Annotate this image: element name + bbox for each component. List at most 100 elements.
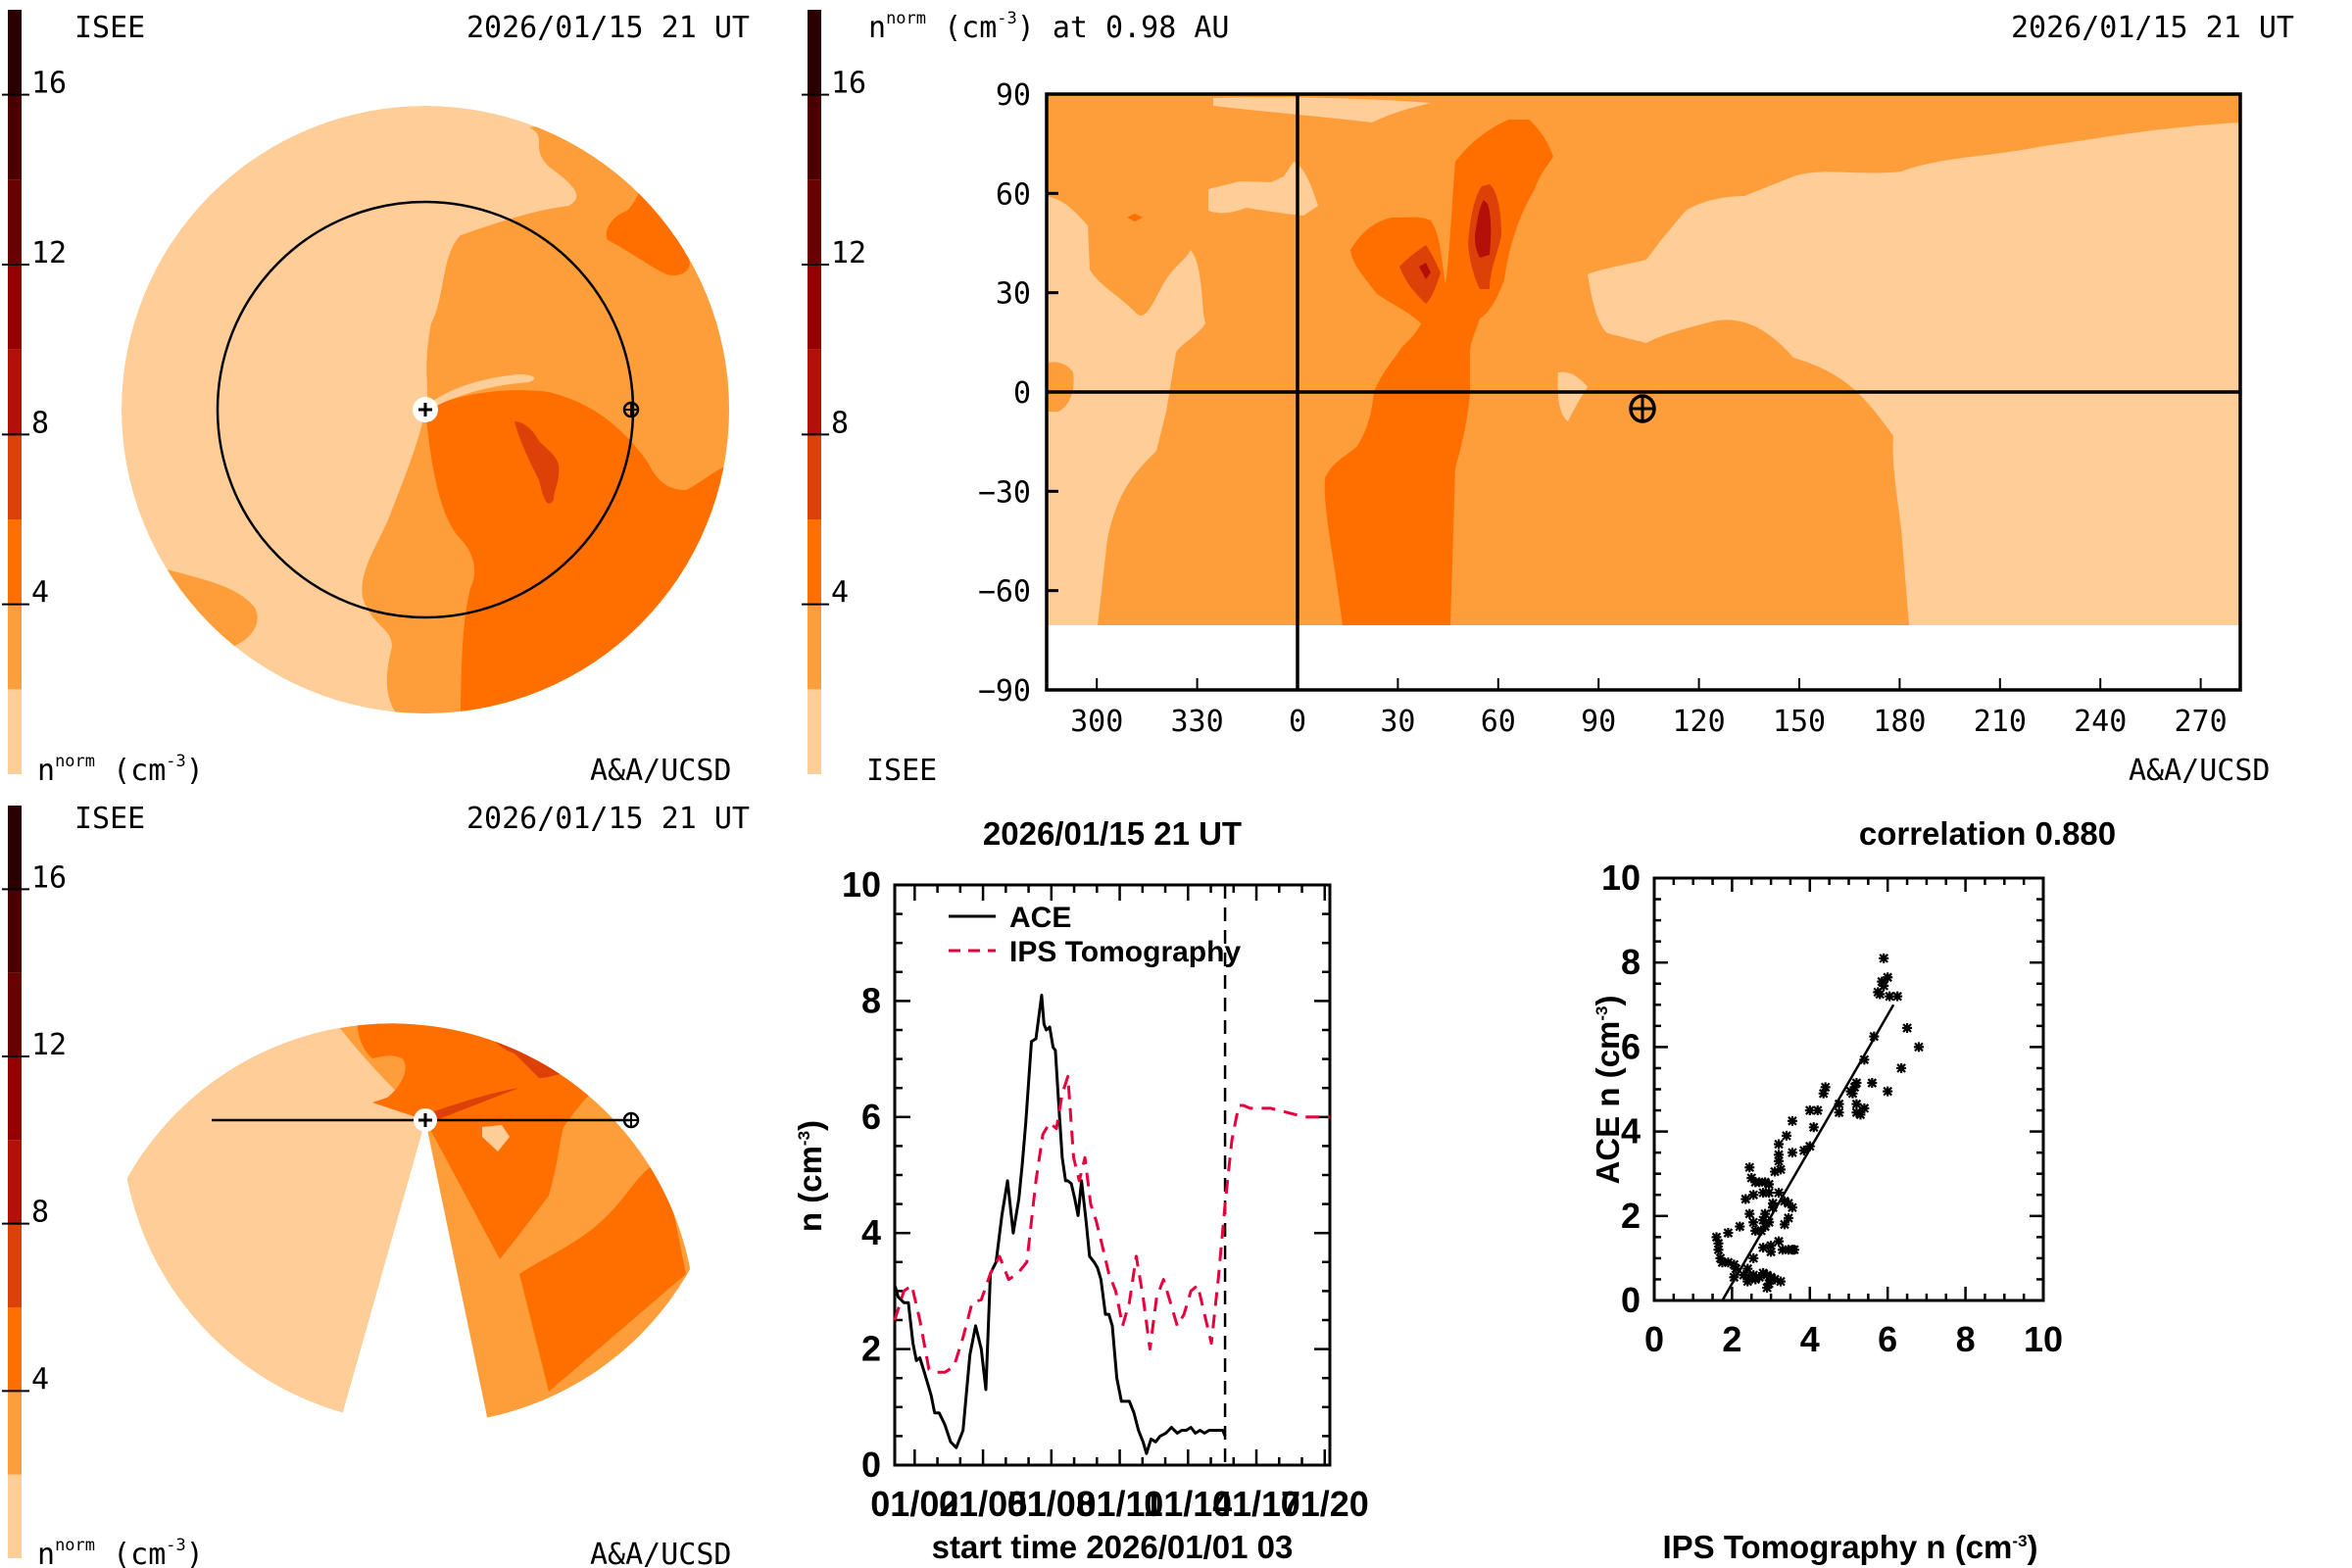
map-y-tick-label: −30: [978, 475, 1031, 510]
scatter-point: [1717, 1257, 1728, 1268]
colorbar-tick-label: 12: [831, 236, 866, 270]
contour-level-1d: [1049, 362, 1074, 412]
scatter-point: [1744, 1162, 1755, 1173]
scatter-point: [1731, 1263, 1741, 1274]
colorbar-tick-label: 12: [31, 1028, 67, 1062]
map-x-tick-label: 210: [1974, 705, 2027, 739]
map-x-tick-label: 90: [1581, 705, 1616, 739]
scatter-point: [1851, 1107, 1862, 1118]
scatter-point: [1766, 1247, 1777, 1257]
colorbar-band: [8, 604, 22, 690]
timeseries-x-tick-label: 01/20: [1281, 1484, 1369, 1524]
scatter-y-tick-label: 8: [1621, 942, 1641, 982]
scatter-point: [1770, 1274, 1781, 1285]
scatter-x-tick-label: 0: [1644, 1319, 1664, 1359]
scatter-point: [1875, 989, 1886, 1000]
timeseries-y-tick-label: 2: [861, 1329, 881, 1369]
map-x-tick-label: 0: [1289, 705, 1306, 739]
colorbar-tick-label: 12: [31, 236, 67, 270]
scatter-point: [1758, 1243, 1769, 1253]
scatter-point: [1885, 991, 1895, 1002]
timestamp-top-right: 2026/01/15 21 UT: [2011, 11, 2294, 45]
timeseries-y-tick-label: 0: [861, 1445, 881, 1485]
scatter-point: [1766, 1272, 1777, 1283]
scatter-point: [1713, 1238, 1724, 1249]
contour-level-0: [122, 1023, 425, 1424]
earth-symbol-icon: [1629, 394, 1656, 423]
timeseries-plot-area: 0 2 4 6 8 10 01/0201/0501/0801/1101/1401/1701/…: [842, 864, 1369, 1524]
ecliptic-density-map: [122, 106, 729, 713]
map-no-data-region: [1047, 625, 2240, 690]
contour-level-2b: [1127, 214, 1143, 221]
scatter-point: [1834, 1107, 1844, 1118]
scatter-point: [1711, 1232, 1722, 1243]
contour-level-0e: [1557, 371, 1588, 421]
contour-level-3b: [431, 1088, 519, 1122]
credit-top-left: A&A/UCSD: [590, 754, 732, 788]
timeseries-x-tick-label: 01/05: [939, 1484, 1027, 1524]
scatter-point: [1744, 1208, 1755, 1219]
colorbar-tick-label: 8: [31, 406, 49, 440]
colorbar-band: [8, 1056, 22, 1141]
map-y-tick-label: 60: [996, 177, 1031, 212]
colorbar-bottom-left: 4 8 12 16: [2, 806, 67, 1558]
regression-line: [1721, 1004, 1895, 1301]
scatter-point: [1748, 1190, 1759, 1200]
scatter-point: [1723, 1228, 1734, 1239]
scatter-point: [1735, 1221, 1745, 1232]
scatter-point: [1867, 1078, 1878, 1089]
scatter-point: [1877, 976, 1887, 987]
timeseries-title: 2026/01/15 21 UT: [983, 815, 1242, 852]
scatter-point: [1788, 1245, 1799, 1255]
colorbar-band: [8, 689, 22, 774]
scatter-point: [1781, 1130, 1791, 1141]
scatter-point: [1740, 1194, 1751, 1204]
scatter-point: [1764, 1217, 1775, 1228]
map-x-tick-label: 120: [1673, 705, 1726, 739]
legend-label-ace: ACE: [1009, 902, 1071, 934]
scatter-point: [1746, 1173, 1757, 1184]
timeseries-y-tick-label: 10: [842, 864, 881, 905]
scatter-point: [1913, 1042, 1924, 1053]
colorbar-tick-label: 4: [31, 1362, 49, 1396]
sun-plus-icon: [418, 403, 432, 416]
colorbar-band: [8, 349, 22, 435]
scatter-point: [1779, 1219, 1789, 1230]
scatter-point: [1758, 1215, 1769, 1226]
scatter-y-tick-label: 0: [1621, 1280, 1641, 1320]
map-x-tick-label: 150: [1773, 705, 1826, 739]
scatter-point: [1748, 1270, 1759, 1281]
contour-level-4: [510, 1023, 559, 1051]
scatter-point: [1774, 1139, 1785, 1150]
timeseries-y-tick-label: 4: [861, 1212, 881, 1252]
scatter-point: [1883, 972, 1893, 983]
scatter-point: [1896, 1062, 1907, 1073]
map-title: nnorm (cm-3) at 0.98 AU: [868, 9, 1230, 45]
source-label-top-left: ISEE: [74, 11, 145, 45]
timeseries-x-tick-label: 01/11: [1077, 1484, 1163, 1524]
scatter-point: [1762, 1283, 1773, 1294]
map-y-tick-label: 30: [996, 277, 1031, 312]
colorbar-tick-label: 16: [31, 860, 67, 895]
scatter-point: [1760, 1221, 1771, 1232]
timeseries-x-tick-label: 01/02: [870, 1484, 958, 1524]
colorbar-band: [8, 1140, 22, 1224]
scatter-plot-area: 0 2 4 6 8 10 0 2 4 6 8 10: [1601, 858, 2063, 1359]
contour-level-0c: [482, 1125, 510, 1152]
colorbar-band: [808, 434, 821, 519]
scatter-point: [1804, 1105, 1815, 1116]
scatter-point: [1770, 1166, 1781, 1177]
contour-level-1c: [429, 374, 535, 410]
scatter-point: [1820, 1082, 1831, 1093]
colorbar-band: [8, 519, 22, 605]
map-x-tick-label: 60: [1481, 705, 1516, 739]
scatter-chart: correlation 0.880 0 2 4 6 8 10 0 2 4 6 8 10 IPS Tom…: [1590, 815, 2116, 1565]
timeseries-ylabel: n (cm-3): [792, 1120, 828, 1232]
scatter-point: [1764, 1278, 1775, 1289]
scatter-point: [1774, 1150, 1785, 1160]
scatter-point: [1787, 1202, 1797, 1213]
scatter-point: [1764, 1179, 1775, 1190]
scatter-point: [1748, 1252, 1759, 1263]
scatter-y-tick-label: 10: [1601, 858, 1641, 898]
